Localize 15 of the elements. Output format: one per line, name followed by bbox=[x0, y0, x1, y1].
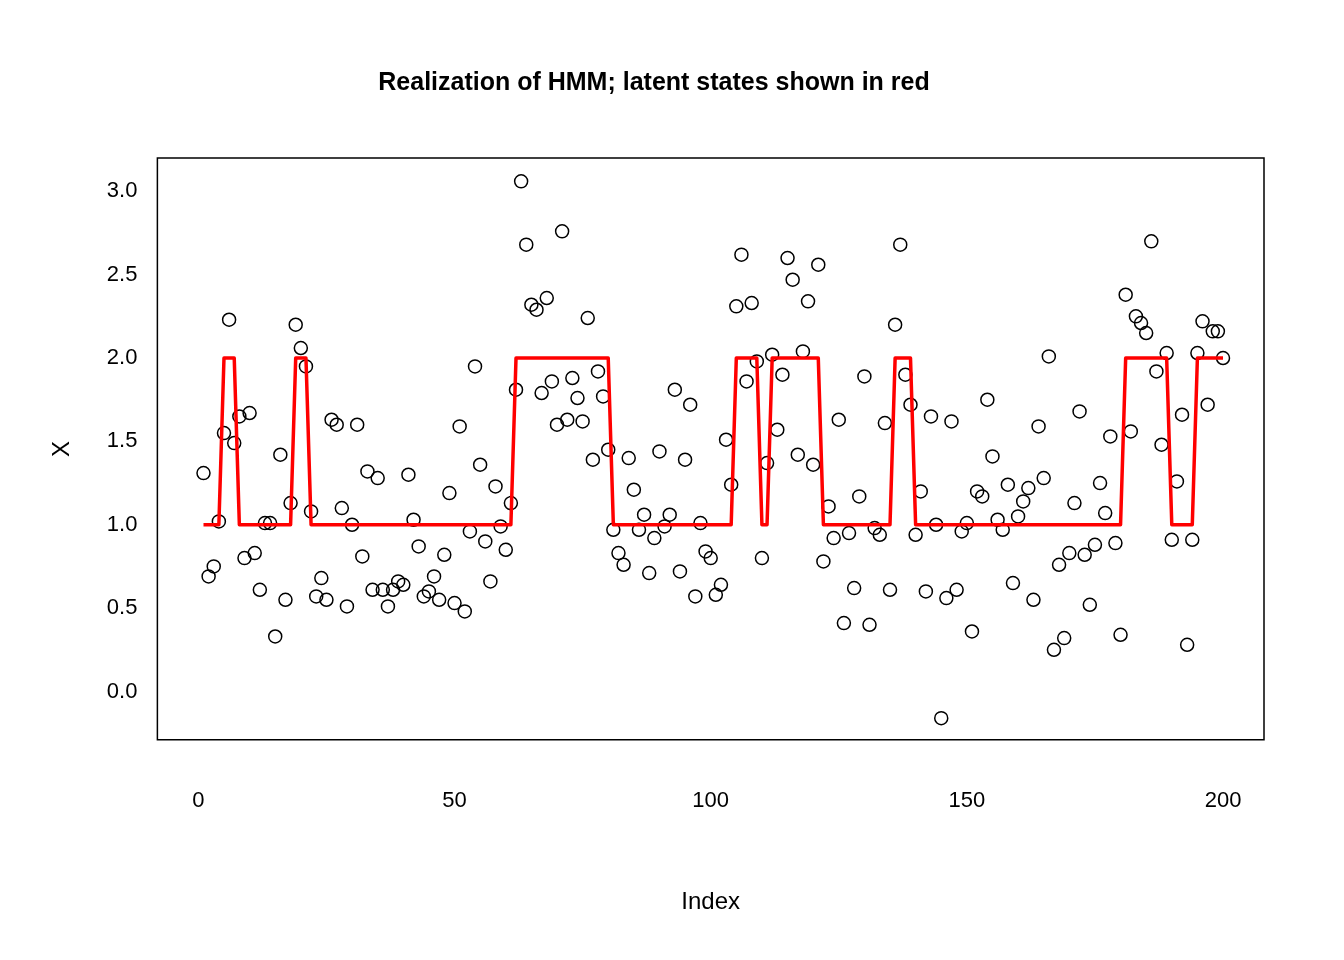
x-axis-title: Index bbox=[681, 887, 741, 915]
y-tick-label: 3.0 bbox=[106, 177, 138, 203]
y-tick-label: 2.5 bbox=[106, 260, 138, 286]
y-tick-label: 0.5 bbox=[106, 594, 138, 620]
x-tick-label: 50 bbox=[442, 787, 467, 813]
y-tick-label: 2.0 bbox=[106, 344, 138, 370]
y-tick-label: 0.0 bbox=[106, 677, 138, 703]
x-tick-label: 150 bbox=[948, 787, 986, 813]
chart-title: Realization of HMM; latent states shown in red bbox=[378, 66, 930, 95]
y-tick-label: 1.0 bbox=[106, 510, 138, 536]
y-axis-title: X bbox=[47, 440, 75, 457]
x-tick-label: 0 bbox=[192, 787, 205, 813]
x-tick-label: 100 bbox=[692, 787, 730, 813]
x-tick-label: 200 bbox=[1204, 787, 1242, 813]
y-tick-label: 1.5 bbox=[106, 427, 138, 453]
